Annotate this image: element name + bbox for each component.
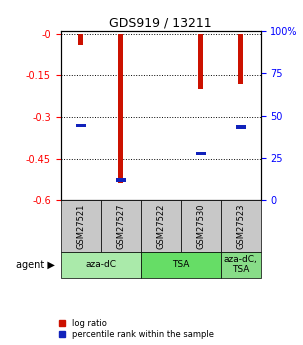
Text: aza-dC,
TSA: aza-dC, TSA <box>224 255 258 275</box>
Bar <box>116 178 126 182</box>
Bar <box>238 34 243 84</box>
Bar <box>78 34 83 45</box>
Bar <box>196 152 205 155</box>
Text: GSM27523: GSM27523 <box>236 203 245 249</box>
Text: GSM27522: GSM27522 <box>156 203 165 249</box>
Bar <box>76 124 85 127</box>
Text: GSM27530: GSM27530 <box>196 203 205 249</box>
Bar <box>236 125 245 129</box>
Text: GSM27527: GSM27527 <box>116 203 125 249</box>
Legend: log ratio, percentile rank within the sample: log ratio, percentile rank within the sa… <box>59 319 214 339</box>
Text: TSA: TSA <box>172 260 189 269</box>
Text: agent ▶: agent ▶ <box>16 260 55 270</box>
Title: GDS919 / 13211: GDS919 / 13211 <box>109 17 212 30</box>
Bar <box>118 34 123 184</box>
Text: aza-dC: aza-dC <box>85 260 116 269</box>
Bar <box>198 34 203 89</box>
Text: GSM27521: GSM27521 <box>76 203 85 249</box>
